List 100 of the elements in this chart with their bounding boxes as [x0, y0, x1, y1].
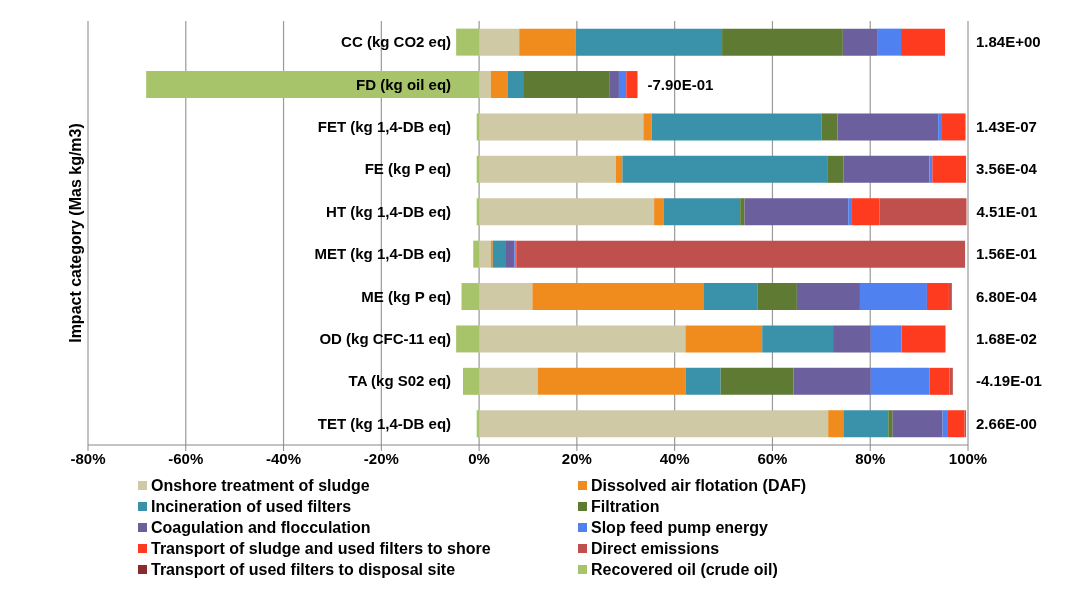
- text: 3.56E-04: [976, 160, 1038, 178]
- bar: [740, 198, 745, 226]
- legend-label: Transport of used filters to disposal site: [151, 560, 456, 580]
- bar: [879, 198, 967, 226]
- y-tick-label: TA (kg S02 eq): [348, 372, 452, 390]
- bar: [456, 28, 480, 56]
- bar: [685, 325, 763, 353]
- bar: [622, 155, 828, 183]
- y-tick-label: FET (kg 1,4-DB eq): [317, 118, 452, 135]
- bar: [929, 155, 933, 183]
- bar: [626, 71, 638, 99]
- bar: [651, 113, 822, 141]
- bar: [720, 367, 794, 395]
- x-tick-label: 100%: [948, 449, 988, 467]
- y-axis-title: Impact category (Mas kg/m3): [66, 123, 84, 343]
- legend-label: Onshore treatment of sludge: [151, 476, 370, 496]
- text: 4.51E-01: [976, 202, 1038, 220]
- bar: [618, 71, 627, 99]
- x-tick-label: 60%: [757, 449, 788, 467]
- bar: [575, 28, 723, 56]
- bar: [506, 240, 515, 268]
- bar: [479, 325, 686, 353]
- x-tick-label: 0%: [468, 449, 490, 467]
- bar: [901, 28, 946, 56]
- bar: [685, 367, 721, 395]
- bar: [490, 71, 508, 99]
- bar: [821, 113, 838, 141]
- bar: [859, 283, 927, 311]
- legend-label: Filtration: [591, 497, 660, 517]
- bar: [479, 410, 829, 438]
- bar: [888, 410, 893, 438]
- bar: [833, 325, 871, 353]
- bar: [762, 325, 834, 353]
- bar: [492, 240, 506, 268]
- bar: [479, 71, 491, 99]
- bar: [949, 367, 953, 395]
- y-tick-label: CC (kg CO2 eq): [341, 33, 452, 51]
- x-tick-label: -40%: [266, 449, 302, 467]
- bar: [704, 283, 758, 311]
- bar: [757, 283, 797, 311]
- bar: [877, 28, 902, 56]
- bar: [938, 113, 942, 141]
- legend-label: Slop feed pump energy: [591, 518, 768, 538]
- y-tick-label: FD (kg oil eq): [356, 75, 452, 93]
- x-tick-label: -80%: [70, 449, 106, 467]
- bar: [942, 410, 948, 438]
- bar: [609, 71, 619, 99]
- x-tick-label: -20%: [363, 449, 399, 467]
- y-tick-label: ME (kg P eq): [361, 287, 452, 305]
- bar: [461, 283, 480, 311]
- text: 1.84E+00: [976, 33, 1041, 51]
- bar: [842, 28, 878, 56]
- bar: [941, 113, 966, 141]
- bar: [456, 325, 480, 353]
- bar: [507, 71, 524, 99]
- bar: [146, 71, 480, 99]
- bar: [870, 325, 902, 353]
- bar: [722, 28, 843, 56]
- bar: [948, 283, 952, 311]
- bar: [663, 198, 741, 226]
- y-tick-label: MET (kg 1,4-DB eq): [314, 245, 452, 263]
- bar: [523, 71, 610, 99]
- bar: [901, 325, 946, 353]
- bar: [516, 240, 966, 268]
- bar: [851, 198, 880, 226]
- bar: [828, 410, 844, 438]
- text: -4.19E-01: [976, 372, 1042, 390]
- bar: [643, 113, 652, 141]
- annotation: -7.90E-01: [647, 75, 714, 93]
- legend-label: Incineration of used filters: [151, 497, 352, 517]
- bar: [744, 198, 849, 226]
- bar: [479, 155, 616, 183]
- y-tick-label: FE (kg P eq): [364, 160, 452, 178]
- x-tick-label: 40%: [659, 449, 690, 467]
- bar: [479, 113, 644, 141]
- legend-label: Dissolved air flotation (DAF): [591, 476, 807, 496]
- bar: [479, 28, 520, 56]
- bar: [837, 113, 939, 141]
- bar: [793, 367, 871, 395]
- y-tick-label: HT (kg 1,4-DB eq): [326, 202, 452, 220]
- bar: [462, 367, 480, 395]
- legend-label: Direct emissions: [591, 539, 720, 559]
- legend-label: Transport of sludge and used filters to shore: [151, 539, 491, 559]
- bar: [947, 410, 965, 438]
- bar: [479, 283, 533, 311]
- bar: [929, 367, 950, 395]
- text: 1.56E-01: [976, 245, 1037, 263]
- bar: [892, 410, 943, 438]
- bar: [654, 198, 664, 226]
- text: 1.43E-07: [976, 118, 1037, 135]
- text: 1.68E-02: [976, 330, 1037, 347]
- bar: [796, 283, 860, 311]
- bar: [537, 367, 686, 395]
- bar: [473, 240, 480, 268]
- y-tick-label: TET (kg 1,4-DB eq): [317, 414, 452, 432]
- legend-label: Recovered oil (crude oil): [591, 560, 778, 580]
- bar: [932, 155, 967, 183]
- bar: [870, 367, 930, 395]
- text: 6.80E-04: [976, 287, 1038, 305]
- legend-label: Coagulation and flocculation: [151, 518, 371, 538]
